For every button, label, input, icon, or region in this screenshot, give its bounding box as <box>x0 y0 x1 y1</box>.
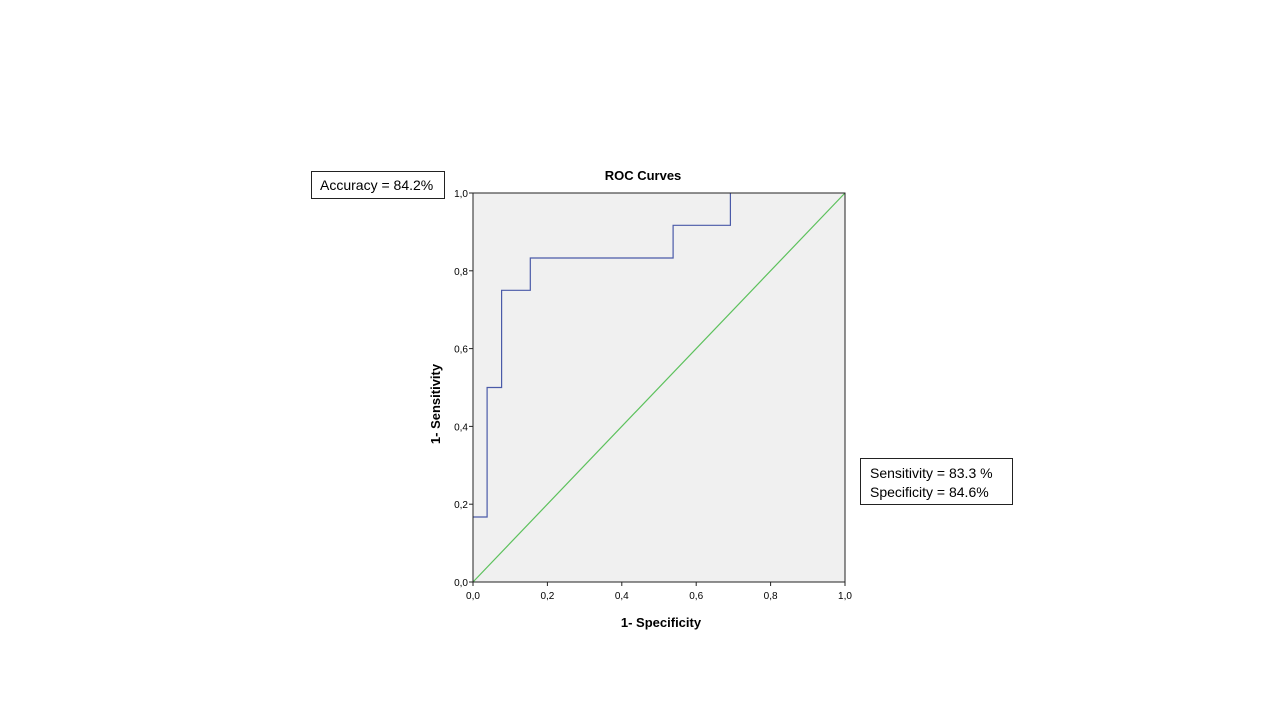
x-axis-label: 1- Specificity <box>621 615 702 630</box>
x-tick-label: 0,4 <box>615 591 629 602</box>
y-axis-label: 1- Sensitivity <box>428 363 443 444</box>
x-tick-label: 0,0 <box>466 591 480 602</box>
x-tick-label: 1,0 <box>838 591 852 602</box>
y-tick-label: 1,0 <box>454 189 468 200</box>
y-tick-label: 0,8 <box>454 267 468 278</box>
y-tick-label: 0,2 <box>454 500 468 511</box>
x-tick-label: 0,8 <box>764 591 778 602</box>
accuracy-text: Accuracy = 84.2% <box>320 177 434 193</box>
x-tick-label: 0,2 <box>540 591 554 602</box>
y-tick-label: 0,6 <box>454 345 468 356</box>
reference-line <box>472 192 846 583</box>
plot-frame <box>472 192 846 583</box>
metrics-annotation: Sensitivity = 83.3 % Specificity = 84.6% <box>860 458 1013 505</box>
accuracy-annotation: Accuracy = 84.2% <box>311 171 445 199</box>
sensitivity-text: Sensitivity = 83.3 % <box>870 465 993 481</box>
y-tick-label: 0,0 <box>454 578 468 589</box>
chart-title: ROC Curves <box>605 168 682 183</box>
specificity-text: Specificity = 84.6% <box>870 484 989 500</box>
roc-curve-line <box>473 193 732 518</box>
x-tick-label: 0,6 <box>689 591 703 602</box>
y-tick-label: 0,4 <box>454 422 468 433</box>
